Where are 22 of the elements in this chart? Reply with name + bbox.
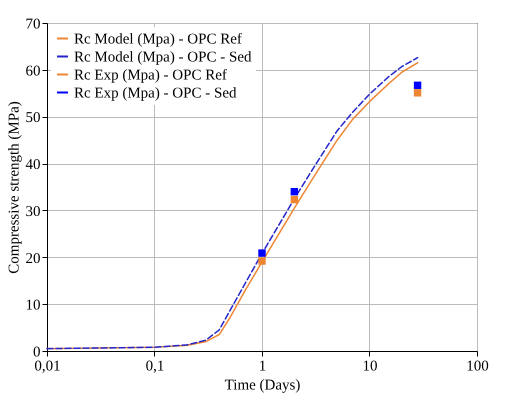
point	[258, 249, 266, 257]
y-tick-label: 50	[26, 110, 40, 126]
y-tick-label: 20	[26, 250, 40, 267]
x-tick-label: 100	[466, 358, 489, 374]
y-axis-title: Compressive strength (MPa)	[6, 101, 22, 274]
y-tick-label: 30	[26, 204, 40, 220]
y-tick-label: 40	[26, 157, 40, 174]
point	[414, 89, 422, 97]
x-axis-title: Time (Days)	[224, 378, 300, 394]
x-tick-label: 10	[362, 358, 378, 374]
y-tick-label: 0	[33, 344, 40, 360]
legend-label: Rc Exp (Mpa) - OPC Ref	[74, 68, 227, 84]
x-tick-label: 0,1	[146, 358, 164, 374]
x-tick-label: 1	[258, 358, 266, 374]
y-tick-label: 10	[26, 298, 40, 314]
y-tick-label: 70	[26, 16, 40, 32]
legend-label: Rc Model (Mpa) - OPC Ref	[74, 32, 242, 48]
legend-label: Rc Model (Mpa) - OPC - Sed	[74, 50, 252, 66]
x-tick-label: 0,01	[34, 358, 61, 374]
y-tick-label: 60	[26, 63, 40, 80]
legend-label: Rc Exp (Mpa) - OPC - Sed	[74, 86, 237, 102]
point	[414, 82, 422, 90]
